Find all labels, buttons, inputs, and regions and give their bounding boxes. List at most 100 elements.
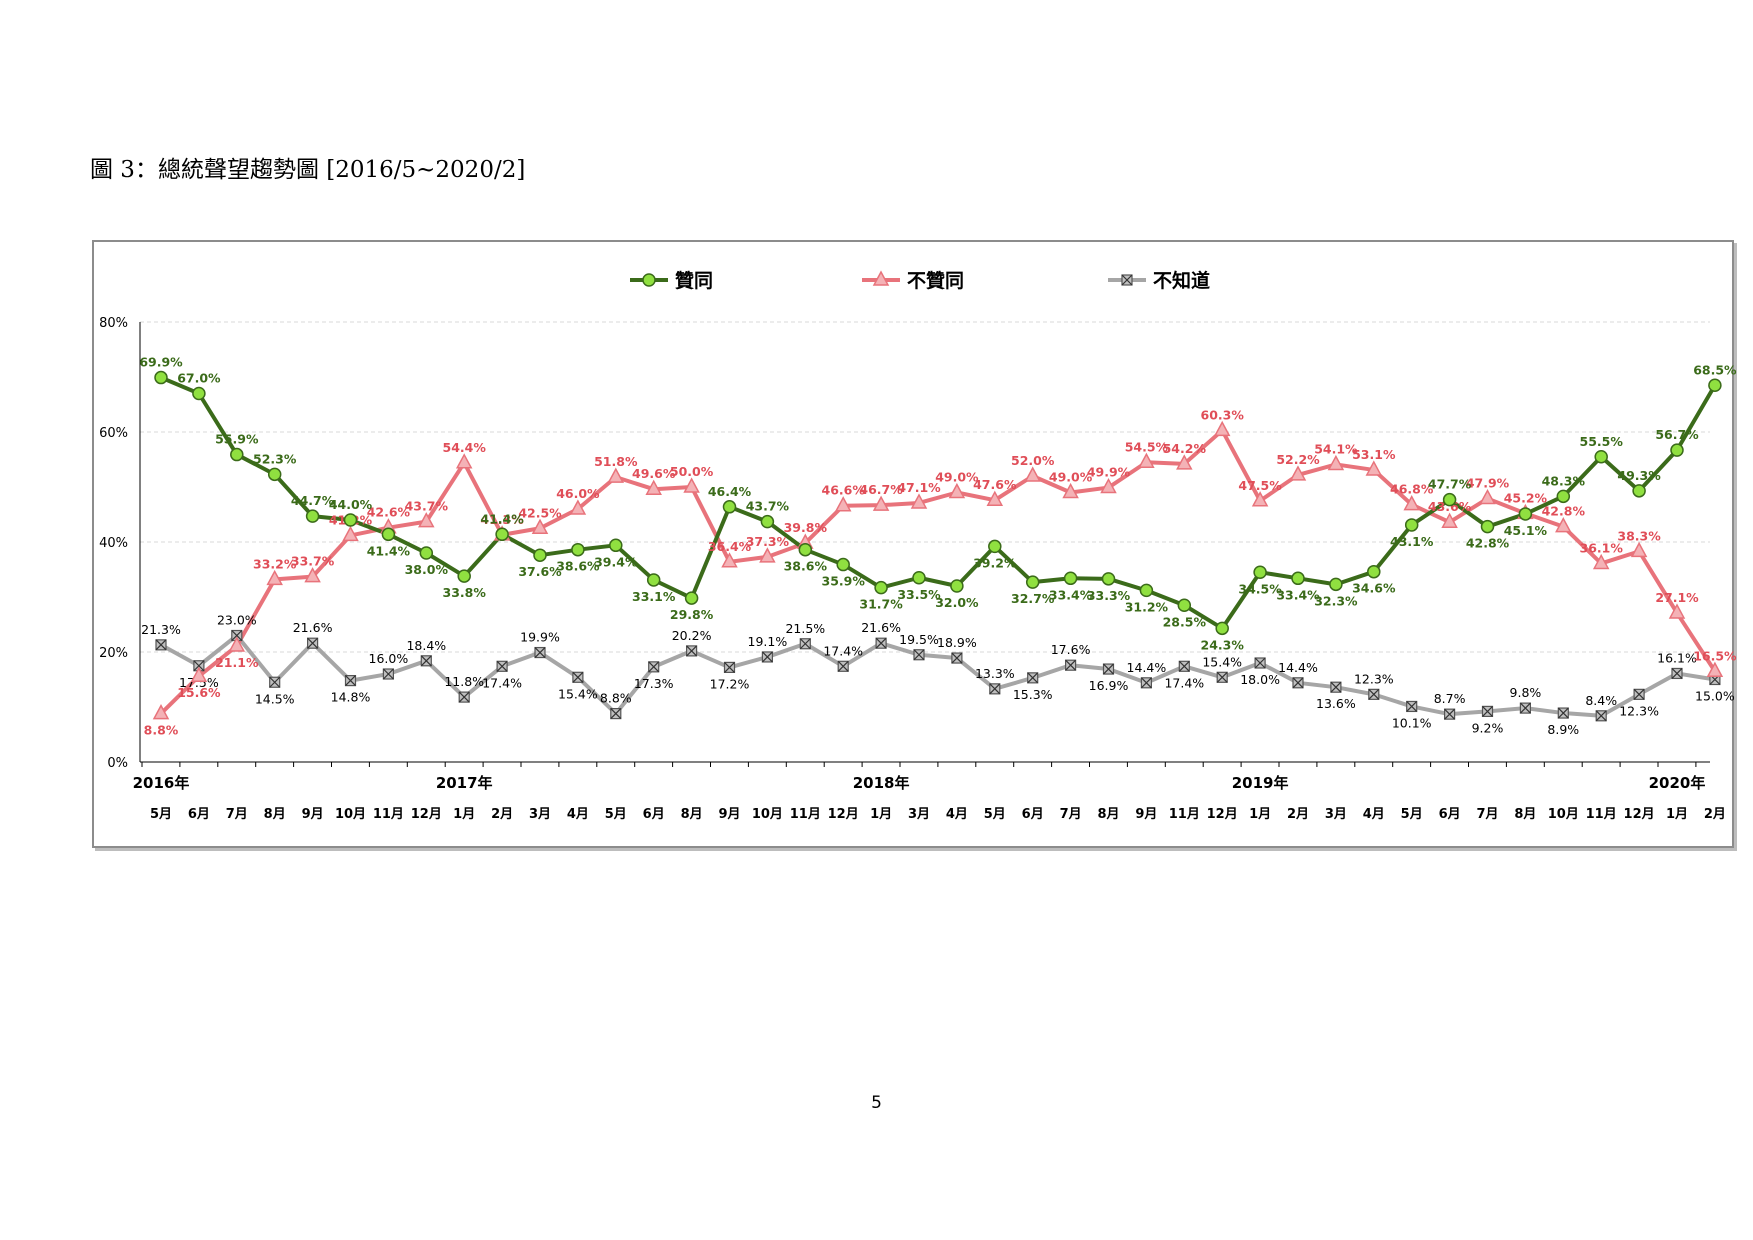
data-label: 42.8%	[1542, 504, 1586, 519]
data-label: 44.7%	[291, 493, 335, 508]
data-point	[266, 569, 283, 586]
data-label: 15.4%	[1202, 654, 1242, 669]
x-tick-label: 6月	[643, 807, 665, 822]
data-label: 16.1%	[1657, 650, 1697, 665]
data-label: 32.7%	[1011, 591, 1055, 606]
data-point-cross	[1633, 688, 1645, 700]
data-label: 21.6%	[861, 620, 901, 635]
data-label: 14.8%	[331, 690, 371, 705]
data-point-cross	[1557, 707, 1569, 719]
data-point	[760, 514, 775, 529]
y-tick-label: 40%	[99, 536, 128, 551]
data-label: 69.9%	[139, 355, 183, 370]
data-label: 21.1%	[215, 655, 259, 670]
x-tick-label: 7月	[1060, 807, 1082, 822]
data-point	[1592, 553, 1610, 570]
data-point	[1630, 541, 1648, 558]
x-tick-label: 6月	[1439, 807, 1461, 822]
data-label: 28.5%	[1163, 614, 1207, 629]
x-tick-label: 8月	[1097, 807, 1119, 822]
data-point-cross	[761, 651, 773, 663]
data-label: 21.6%	[293, 620, 333, 635]
data-point	[798, 542, 813, 557]
data-point	[569, 499, 587, 515]
data-label: 43.7%	[746, 499, 790, 514]
data-label: 19.1%	[748, 634, 788, 649]
data-label: 68.5%	[1693, 362, 1737, 377]
data-point	[1329, 577, 1343, 592]
x-tick-label: 9月	[718, 807, 740, 822]
data-point-cross	[420, 655, 432, 667]
data-label: 16.9%	[1089, 678, 1129, 693]
data-label: 52.0%	[1011, 453, 1055, 468]
data-label: 47.5%	[1238, 478, 1282, 493]
series-line	[160, 633, 1716, 718]
data-label: 49.6%	[632, 466, 676, 481]
data-point	[190, 666, 208, 682]
data-point	[1556, 489, 1571, 504]
data-point	[154, 370, 168, 385]
data-label: 33.7%	[291, 554, 335, 569]
data-point	[1215, 621, 1229, 636]
data-point	[1063, 571, 1078, 586]
data-point	[228, 636, 246, 652]
x-tick-label: 1月	[870, 807, 892, 822]
data-point-cross	[648, 661, 660, 673]
data-label: 44.0%	[329, 497, 373, 512]
data-label: 39.4%	[594, 554, 638, 569]
x-tick-label: 10月	[335, 807, 366, 822]
data-point	[419, 546, 434, 560]
x-tick-label: 11月	[1586, 807, 1617, 822]
data-point	[1213, 420, 1231, 437]
data-point-cross	[155, 639, 167, 651]
data-point-cross	[458, 691, 470, 703]
data-label: 13.6%	[1316, 696, 1356, 711]
data-label: 41.4%	[367, 543, 411, 558]
data-label: 19.9%	[520, 630, 560, 645]
data-label: 14.5%	[255, 691, 295, 706]
data-label: 38.3%	[1617, 528, 1661, 543]
data-label: 55.5%	[1580, 434, 1624, 449]
data-point	[342, 525, 359, 542]
data-label: 51.8%	[594, 454, 638, 469]
x-tick-label: 2月	[1704, 807, 1726, 822]
data-label: 24.3%	[1201, 637, 1245, 652]
data-point-cross	[989, 683, 1001, 695]
data-label: 46.0%	[556, 486, 600, 501]
x-year-label: 2018年	[853, 774, 910, 792]
data-label: 17.3%	[634, 676, 674, 691]
x-tick-label: 6月	[188, 807, 210, 822]
data-label: 55.9%	[215, 432, 259, 447]
data-point	[836, 557, 850, 572]
x-tick-label: 11月	[373, 807, 404, 822]
data-label: 39.2%	[973, 555, 1017, 570]
data-label: 47.6%	[973, 477, 1017, 492]
x-tick-label: 11月	[790, 807, 821, 822]
x-tick-label: 8月	[264, 807, 286, 822]
data-label: 39.8%	[784, 520, 828, 535]
data-point	[1289, 465, 1307, 481]
data-label: 32.3%	[1314, 593, 1358, 608]
data-label: 27.1%	[1655, 590, 1699, 605]
data-label: 50.0%	[670, 464, 714, 479]
data-point	[722, 500, 737, 514]
data-point	[912, 571, 926, 585]
data-label: 16.0%	[369, 651, 409, 666]
data-label: 15.3%	[1013, 687, 1053, 702]
data-label: 38.6%	[556, 559, 600, 574]
data-label: 43.7%	[405, 499, 449, 514]
data-point	[1176, 454, 1193, 470]
data-label: 36.4%	[708, 539, 752, 554]
data-label: 38.6%	[784, 559, 828, 574]
data-point	[571, 542, 585, 557]
data-label: 17.4%	[1164, 675, 1204, 690]
series-line	[160, 375, 1717, 631]
data-point	[381, 527, 396, 542]
data-label: 18.4%	[406, 638, 446, 653]
data-label: 42.8%	[1466, 536, 1510, 551]
data-point-cross	[1292, 677, 1304, 689]
legend-marker	[872, 270, 890, 286]
data-point-cross	[1027, 672, 1039, 684]
data-point	[267, 467, 282, 482]
